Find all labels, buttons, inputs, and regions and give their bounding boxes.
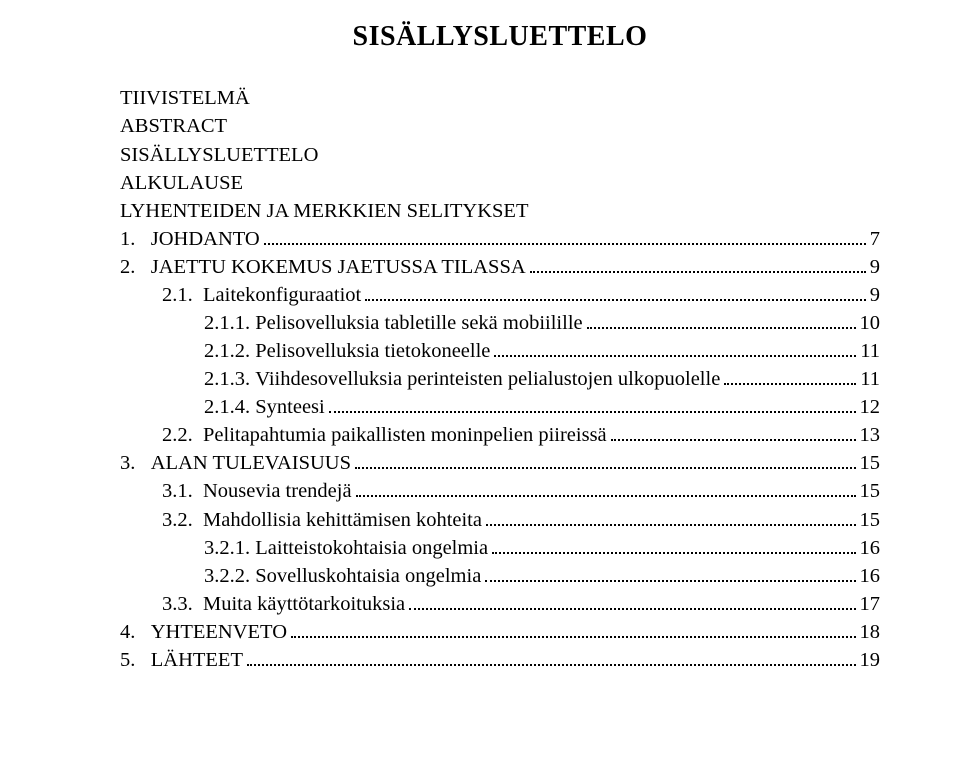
entry-text: YHTEENVETO: [151, 618, 287, 646]
entry-text: Sovelluskohtaisia ongelmia: [255, 562, 481, 590]
toc-entry: 3.1. Nousevia trendejä 15: [120, 477, 880, 505]
entry-text: Mahdollisia kehittämisen kohteita: [203, 506, 482, 534]
entry-number: 4.: [120, 618, 135, 646]
entry-text: JAETTU KOKEMUS JAETUSSA TILASSA: [151, 253, 526, 281]
entry-text: Nousevia trendejä: [203, 477, 352, 505]
entry-page: 17: [860, 590, 881, 618]
entry-page: 12: [860, 393, 881, 421]
front-matter-item: TIIVISTELMÄ: [120, 84, 880, 112]
entry-number: 2.1.4.: [204, 393, 250, 421]
dot-leader: [365, 283, 866, 301]
entry-page: 7: [870, 225, 880, 253]
toc-entry: 2.1.1. Pelisovelluksia tabletille sekä m…: [120, 309, 880, 337]
dot-leader: [587, 311, 856, 329]
dot-leader: [356, 479, 856, 497]
entry-text: LÄHTEET: [151, 646, 243, 674]
entry-number: 2.1.: [162, 281, 193, 309]
dot-leader: [291, 619, 855, 637]
toc-entry: 2.1. Laitekonfiguraatiot 9: [120, 281, 880, 309]
toc-entry: 3.2. Mahdollisia kehittämisen kohteita 1…: [120, 506, 880, 534]
toc-entry: 2.2. Pelitapahtumia paikallisten moninpe…: [120, 421, 880, 449]
entry-number: 2.: [120, 253, 135, 281]
entry-number: 2.1.3.: [204, 365, 250, 393]
entry-number: 2.2.: [162, 421, 193, 449]
toc-entry: 3. ALAN TULEVAISUUS 15: [120, 449, 880, 477]
toc-entry: 3.2.2. Sovelluskohtaisia ongelmia 16: [120, 562, 880, 590]
entry-number: 1.: [120, 225, 135, 253]
front-matter-item: ABSTRACT: [120, 112, 880, 140]
entry-text: Pelitapahtumia paikallisten moninpelien …: [203, 421, 607, 449]
dot-leader: [611, 423, 856, 441]
dot-leader: [329, 395, 856, 413]
entry-number: 5.: [120, 646, 135, 674]
entry-number: 2.1.1.: [204, 309, 250, 337]
entry-page: 13: [860, 421, 881, 449]
toc-entry: 2. JAETTU KOKEMUS JAETUSSA TILASSA 9: [120, 253, 880, 281]
entry-number: 3.2.1.: [204, 534, 250, 562]
entry-number: 2.1.2.: [204, 337, 250, 365]
entry-number: 3.1.: [162, 477, 193, 505]
entry-page: 9: [870, 281, 880, 309]
toc-entry: 1. JOHDANTO 7: [120, 225, 880, 253]
toc-entries: 1. JOHDANTO 7 2. JAETTU KOKEMUS JAETUSSA…: [120, 225, 880, 674]
toc-entry: 2.1.4. Synteesi 12: [120, 393, 880, 421]
toc-page: SISÄLLYSLUETTELO TIIVISTELMÄ ABSTRACT SI…: [0, 0, 960, 694]
dot-leader: [494, 339, 856, 357]
dot-leader: [247, 648, 856, 666]
entry-text: Synteesi: [255, 393, 324, 421]
toc-entry: 4. YHTEENVETO 18: [120, 618, 880, 646]
entry-text: Muita käyttötarkoituksia: [203, 590, 405, 618]
entry-number: 3.: [120, 449, 135, 477]
entry-page: 15: [860, 506, 881, 534]
entry-text: ALAN TULEVAISUUS: [151, 449, 351, 477]
toc-entry: 2.1.2. Pelisovelluksia tietokoneelle 11: [120, 337, 880, 365]
entry-text: JOHDANTO: [151, 225, 260, 253]
toc-entry: 5. LÄHTEET 19: [120, 646, 880, 674]
entry-page: 10: [860, 309, 881, 337]
dot-leader: [264, 226, 866, 244]
entry-number: 3.2.2.: [204, 562, 250, 590]
toc-entry: 3.2.1. Laitteistokohtaisia ongelmia 16: [120, 534, 880, 562]
dot-leader: [409, 591, 855, 609]
dot-leader: [724, 367, 856, 385]
dot-leader: [486, 507, 856, 525]
dot-leader: [492, 535, 855, 553]
dot-leader: [485, 563, 855, 581]
entry-text: Viihdesovelluksia perinteisten pelialust…: [255, 365, 720, 393]
entry-page: 11: [860, 337, 880, 365]
entry-text: Laitekonfiguraatiot: [203, 281, 361, 309]
entry-page: 19: [860, 646, 881, 674]
dot-leader: [530, 254, 866, 272]
entry-text: Pelisovelluksia tietokoneelle: [255, 337, 490, 365]
entry-page: 16: [860, 534, 881, 562]
entry-number: 3.3.: [162, 590, 193, 618]
toc-title: SISÄLLYSLUETTELO: [120, 18, 880, 56]
dot-leader: [355, 451, 855, 469]
entry-text: Pelisovelluksia tabletille sekä mobiilil…: [255, 309, 582, 337]
entry-page: 16: [860, 562, 881, 590]
front-matter-item: LYHENTEIDEN JA MERKKIEN SELITYKSET: [120, 197, 880, 225]
entry-page: 15: [860, 477, 881, 505]
front-matter-item: SISÄLLYSLUETTELO: [120, 141, 880, 169]
entry-page: 18: [860, 618, 881, 646]
entry-page: 9: [870, 253, 880, 281]
front-matter-block: TIIVISTELMÄ ABSTRACT SISÄLLYSLUETTELO AL…: [120, 84, 880, 224]
toc-entry: 3.3. Muita käyttötarkoituksia 17: [120, 590, 880, 618]
entry-number: 3.2.: [162, 506, 193, 534]
entry-text: Laitteistokohtaisia ongelmia: [255, 534, 488, 562]
entry-page: 15: [860, 449, 881, 477]
toc-entry: 2.1.3. Viihdesovelluksia perinteisten pe…: [120, 365, 880, 393]
entry-page: 11: [860, 365, 880, 393]
front-matter-item: ALKULAUSE: [120, 169, 880, 197]
